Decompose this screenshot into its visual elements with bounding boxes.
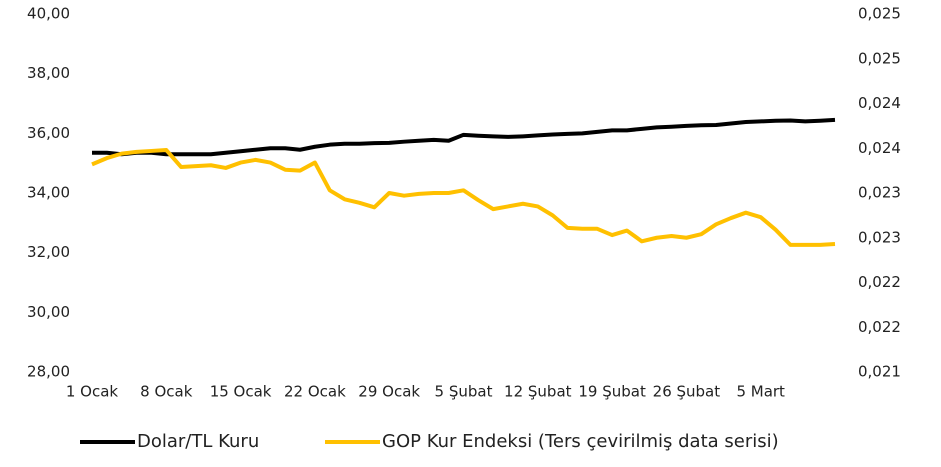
y2-tick-label: 0,024	[858, 139, 901, 157]
x-tick-label: 1 Ocak	[66, 383, 119, 401]
y-tick-label: 32,00	[27, 243, 70, 261]
x-tick-label: 22 Ocak	[284, 383, 346, 401]
y-tick-label: 28,00	[27, 363, 70, 381]
line-series	[91, 148, 836, 247]
x-tick-label: 12 Şubat	[504, 383, 572, 401]
y2-tick-label: 0,022	[858, 273, 901, 291]
y2-tick-label: 0,023	[858, 228, 901, 246]
x-tick-label: 15 Ocak	[210, 383, 272, 401]
x-tick-label: 5 Mart	[736, 383, 785, 401]
line-series	[92, 117, 836, 157]
y-tick-label: 40,00	[27, 5, 70, 23]
y2-tick-label: 0,025	[858, 5, 901, 23]
x-tick-label: 26 Şubat	[653, 383, 721, 401]
legend-label: GOP Kur Endeksi (Ters çevirilmiş data se…	[382, 431, 779, 452]
x-tick-label: 8 Ocak	[140, 383, 193, 401]
x-tick-label: 5 Şubat	[435, 383, 493, 401]
y-tick-label: 36,00	[27, 124, 70, 142]
x-tick-label: 29 Ocak	[358, 383, 420, 401]
y-tick-label: 30,00	[27, 303, 70, 321]
y2-tick-label: 0,024	[858, 94, 901, 112]
y-tick-label: 34,00	[27, 184, 70, 202]
y2-tick-label: 0,025	[858, 49, 901, 67]
y2-tick-label: 0,023	[858, 184, 901, 202]
y2-tick-label: 0,022	[858, 318, 901, 336]
y2-tick-label: 0,021	[858, 363, 901, 381]
y-tick-label: 38,00	[27, 64, 70, 82]
x-tick-label: 19 Şubat	[578, 383, 646, 401]
legend-label: Dolar/TL Kuru	[137, 431, 259, 452]
